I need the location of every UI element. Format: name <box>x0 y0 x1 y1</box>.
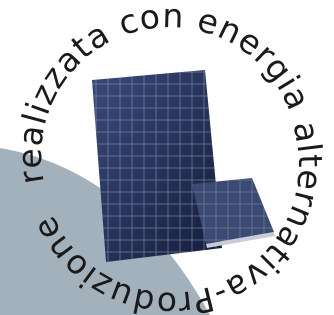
logo: realizzata con energia alternativa-Produ… <box>0 0 334 315</box>
solar-panel-large <box>92 70 222 262</box>
page: realizzata con energia alternativa-Produ… <box>0 0 334 315</box>
